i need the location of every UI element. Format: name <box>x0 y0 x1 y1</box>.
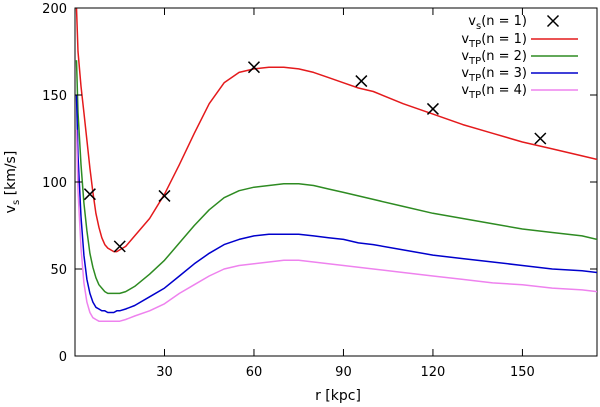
x-tick-label: 60 <box>246 365 263 380</box>
y-tick-label: 100 <box>42 176 67 191</box>
y-tick-label: 150 <box>42 89 67 104</box>
y-axis-label-sub: s <box>11 200 22 205</box>
observed-point <box>355 75 368 88</box>
series-line-n4 <box>75 129 597 322</box>
legend-label-sub: TP <box>468 39 481 50</box>
y-axis-label-main: v <box>3 205 19 213</box>
legend-label-sub: s <box>476 21 481 32</box>
legend-label: vs(n = 1) <box>468 14 527 32</box>
legend-label-main: v <box>461 83 469 98</box>
legend-label: vTP(n = 4) <box>461 83 527 101</box>
observed-point <box>534 132 547 145</box>
legend-label-rest: (n = 3) <box>481 66 527 81</box>
y-tick-label: 50 <box>50 263 67 278</box>
y-axis-label-unit: [km/s] <box>3 151 19 200</box>
x-tick-label: 90 <box>335 365 352 380</box>
series-line-n2 <box>75 60 597 295</box>
observed-point <box>113 240 126 253</box>
legend-label-main: v <box>468 14 476 29</box>
legend-label-sub: TP <box>468 56 481 67</box>
observed-point <box>83 188 96 201</box>
observed-markers <box>83 61 547 253</box>
legend-label-sub: TP <box>468 73 481 84</box>
x-tick-label: 120 <box>421 365 446 380</box>
series-layer <box>75 8 597 322</box>
series-line-n3 <box>75 94 597 314</box>
observed-point <box>247 61 261 74</box>
legend: vs(n = 1)vTP(n = 1)vTP(n = 2)vTP(n = 3)v… <box>461 14 578 101</box>
y-tick-label: 200 <box>42 2 67 17</box>
legend-label-main: v <box>461 49 469 64</box>
legend-label: vTP(n = 2) <box>461 49 527 67</box>
legend-marker-observed <box>546 14 560 28</box>
x-tick-label: 30 <box>156 365 173 380</box>
axis-ticks: 0 50 100 150 200 30 60 90 120 150 <box>42 2 597 380</box>
y-tick-label: 0 <box>59 350 67 365</box>
x-axis-label: r [kpc] <box>315 388 361 404</box>
legend-label-rest: (n = 2) <box>481 49 527 64</box>
observed-point <box>426 102 439 115</box>
legend-label-main: v <box>461 32 469 47</box>
legend-label: vTP(n = 1) <box>461 32 527 50</box>
y-axis-label: vs [km/s] <box>3 151 22 214</box>
legend-label-sub: TP <box>468 90 481 101</box>
legend-label-rest: (n = 1) <box>481 32 527 47</box>
legend-label-main: v <box>461 66 469 81</box>
observed-point <box>158 189 171 202</box>
legend-label: vTP(n = 3) <box>461 66 527 84</box>
x-tick-label: 150 <box>510 365 535 380</box>
legend-label-rest: (n = 4) <box>481 83 527 98</box>
series-line-n1 <box>75 8 597 253</box>
legend-label-rest: (n = 1) <box>481 14 527 29</box>
